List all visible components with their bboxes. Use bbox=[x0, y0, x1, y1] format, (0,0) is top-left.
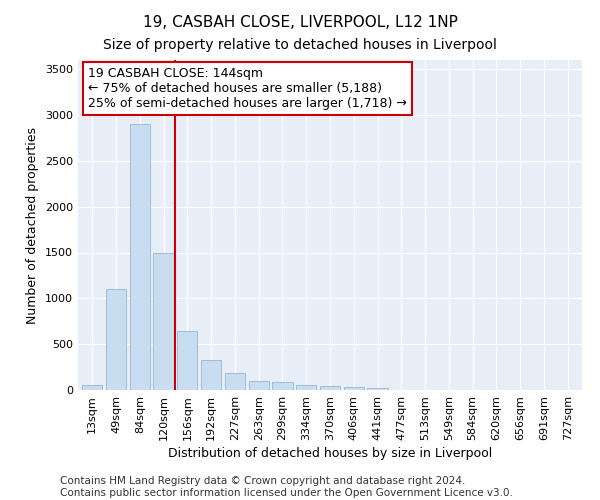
Bar bbox=[154, 252, 173, 390]
Bar bbox=[320, 386, 340, 390]
Text: 19 CASBAH CLOSE: 144sqm
← 75% of detached houses are smaller (5,188)
25% of semi: 19 CASBAH CLOSE: 144sqm ← 75% of detache… bbox=[88, 66, 407, 110]
Bar bbox=[177, 332, 197, 390]
Bar bbox=[225, 372, 245, 390]
Text: 19, CASBAH CLOSE, LIVERPOOL, L12 1NP: 19, CASBAH CLOSE, LIVERPOOL, L12 1NP bbox=[143, 15, 457, 30]
Bar bbox=[130, 124, 150, 390]
Bar bbox=[106, 289, 126, 390]
Bar bbox=[201, 360, 221, 390]
Text: Size of property relative to detached houses in Liverpool: Size of property relative to detached ho… bbox=[103, 38, 497, 52]
Bar bbox=[248, 381, 269, 390]
Text: Contains HM Land Registry data © Crown copyright and database right 2024.
Contai: Contains HM Land Registry data © Crown c… bbox=[60, 476, 513, 498]
Bar bbox=[82, 386, 103, 390]
X-axis label: Distribution of detached houses by size in Liverpool: Distribution of detached houses by size … bbox=[168, 447, 492, 460]
Bar bbox=[344, 387, 364, 390]
Bar bbox=[272, 382, 293, 390]
Y-axis label: Number of detached properties: Number of detached properties bbox=[26, 126, 40, 324]
Bar bbox=[296, 385, 316, 390]
Bar bbox=[367, 388, 388, 390]
